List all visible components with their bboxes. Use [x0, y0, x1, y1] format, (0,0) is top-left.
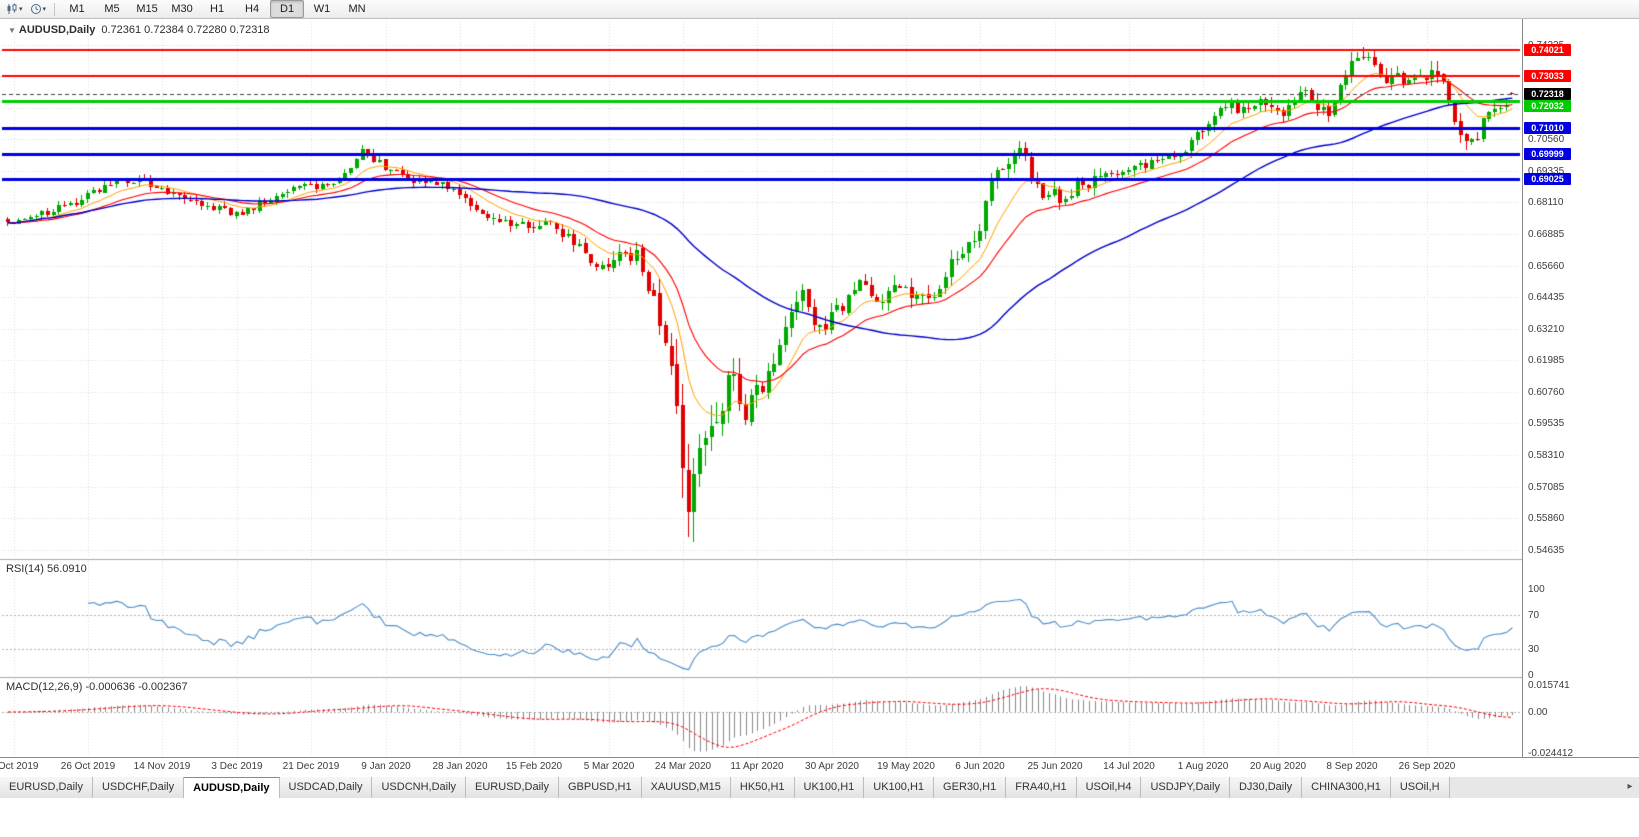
price-tick-label: 0.68110: [1528, 197, 1564, 208]
collapse-triangle-icon[interactable]: ▼: [8, 26, 16, 35]
chart-tabs-group: EURUSD,Daily USDCHF,Daily AUDUSD,Daily USDC…: [0, 777, 1450, 798]
time-tick-label: 14 Jul 2020: [1103, 761, 1155, 772]
hline-price-label[interactable]: 0.69025: [1524, 173, 1571, 185]
time-tick-label: 21 Dec 2019: [282, 761, 340, 772]
time-tick-label: 26 Sep 2020: [1398, 761, 1456, 772]
chart-tab-usoil-h[interactable]: USOil,H: [1390, 777, 1450, 798]
chart-tab-usdcnh-daily[interactable]: USDCNH,Daily: [372, 777, 467, 798]
rsi-indicator-label: RSI(14) 56.0910: [6, 563, 87, 575]
time-tick-label: 11 Apr 2020: [730, 761, 784, 772]
chart-window: ▼ AUDUSD,Daily 0.72361 0.72384 0.72280 0.7…: [0, 19, 1639, 777]
toolbar-separator: [54, 2, 56, 16]
chart-tab-uk100-h1[interactable]: UK100,H1: [794, 777, 865, 798]
chart-tab-eurusd-daily[interactable]: EURUSD,Daily: [466, 777, 559, 798]
price-tick-label: 0.66885: [1528, 229, 1565, 240]
time-tick-label: 3 Dec 2019: [211, 761, 263, 772]
time-tick-label: 1 Aug 2020: [1177, 761, 1229, 772]
chart-tab-usoil-h4[interactable]: USOil,H4: [1076, 777, 1142, 798]
price-tick-label: 0.65660: [1528, 261, 1565, 272]
time-tick-label: 15 Feb 2020: [505, 761, 563, 772]
candlestick-chart-icon: [7, 3, 17, 14]
timeframe-buttons-group: M1 M5 M15 M30 H1 H4 D1 W1 MN: [60, 0, 374, 18]
price-tick-label: 0.57085: [1528, 482, 1565, 493]
time-tick-label: 9 Jan 2020: [361, 761, 411, 772]
macd-indicator-label: MACD(12,26,9) -0.000636 -0.002367: [6, 681, 188, 693]
hline-price-label[interactable]: 0.69999: [1524, 148, 1571, 160]
rsi-level-label: 0: [1528, 670, 1534, 681]
time-tick-label: 30 Apr 2020: [805, 761, 859, 772]
timeframe-button-mn[interactable]: MN: [348, 3, 366, 15]
time-tick-label: 26 Oct 2019: [60, 761, 116, 772]
price-tick-label: 0.60760: [1528, 387, 1565, 398]
price-tick-label: 0.63210: [1528, 324, 1565, 335]
timeframe-button-m5[interactable]: M5: [104, 3, 120, 15]
timeframe-button-h4[interactable]: H4: [245, 3, 260, 15]
hline-price-label[interactable]: 0.71010: [1524, 122, 1571, 134]
chart-tab-xauusd-m15[interactable]: XAUUSD,M15: [641, 777, 731, 798]
chart-tab-usdchf-daily[interactable]: USDCHF,Daily: [92, 777, 185, 798]
price-chart-canvas[interactable]: [0, 19, 1522, 757]
tab-scroll-right-button[interactable]: ▸: [1627, 781, 1633, 792]
timeframe-button-w1[interactable]: W1: [313, 3, 331, 15]
chart-tab-fra40-h1[interactable]: FRA40,H1: [1006, 777, 1077, 798]
time-tick-label: 20 Aug 2020: [1249, 761, 1307, 772]
time-tick-label: 8 Sep 2020: [1326, 761, 1378, 772]
chart-tab-gbpusd-h1[interactable]: GBPUSD,H1: [559, 777, 642, 798]
rsi-level-label: 30: [1528, 644, 1540, 655]
chart-tab-usdjpy-daily[interactable]: USDJPY,Daily: [1141, 777, 1230, 798]
chart-tab-eurusd-daily[interactable]: EURUSD,Daily: [0, 777, 93, 798]
status-area: [0, 798, 1639, 837]
macd-scale-label: -0.024412: [1528, 748, 1574, 759]
macd-scale-label: 0.00: [1528, 707, 1548, 718]
price-tick-label: 0.69335: [1528, 166, 1565, 177]
chevron-down-icon: ▾: [42, 5, 47, 13]
clock-icon: [30, 4, 41, 14]
time-tick-label: 8 Oct 2019: [0, 761, 39, 772]
timeframe-button-m30[interactable]: M30: [171, 3, 193, 15]
chart-type-button[interactable]: ▾: [3, 1, 26, 17]
hline-price-label[interactable]: 0.74021: [1524, 44, 1571, 56]
timeframes-menu-button[interactable]: ▾: [27, 1, 50, 17]
price-tick-label: 0.55860: [1528, 513, 1565, 524]
ohlc-values: 0.72361 0.72384 0.72280 0.72318: [101, 24, 270, 36]
chart-tab-dj30-daily[interactable]: DJ30,Daily: [1229, 777, 1303, 798]
timeframe-button-m15[interactable]: M15: [136, 3, 158, 15]
chart-tab-bar: EURUSD,Daily USDCHF,Daily AUDUSD,Daily USDC…: [0, 776, 1639, 798]
price-tick-label: 0.64435: [1528, 292, 1565, 303]
time-tick-label: 24 Mar 2020: [654, 761, 712, 772]
macd-scale-label: 0.015741: [1528, 680, 1570, 691]
price-tick-label: 0.70560: [1528, 134, 1565, 145]
chart-tab-usdcad-daily[interactable]: USDCAD,Daily: [279, 777, 373, 798]
price-axis[interactable]: 0.742350.730100.717850.705600.693350.681…: [1522, 19, 1639, 759]
timeframe-button-m1[interactable]: M1: [69, 3, 85, 15]
chart-tab-china300-h1[interactable]: CHINA300,H1: [1302, 777, 1391, 798]
chart-tab-uk100-h1[interactable]: UK100,H1: [864, 777, 935, 798]
time-axis[interactable]: 8 Oct 2019 26 Oct 2019 14 Nov 2019 3 Dec 20…: [0, 757, 1639, 777]
price-tick-label: 0.54635: [1528, 545, 1565, 556]
timeframe-button-h1[interactable]: H1: [210, 3, 225, 15]
bid-price-label: 0.72318: [1524, 88, 1571, 100]
timeframe-toolbar: ▾ ▾ M1 M5 M15 M30 H1 H4 D1 W1 MN: [0, 0, 1639, 19]
time-tick-label: 19 May 2020: [877, 761, 935, 772]
hline-price-label[interactable]: 0.73033: [1524, 70, 1571, 82]
time-tick-label: 14 Nov 2019: [133, 761, 191, 772]
rsi-level-label: 70: [1528, 610, 1540, 621]
price-tick-label: 0.61985: [1528, 355, 1565, 366]
time-tick-label: 5 Mar 2020: [583, 761, 635, 772]
timeframe-button-d1[interactable]: D1: [270, 0, 305, 18]
rsi-level-label: 100: [1528, 584, 1545, 595]
symbol-timeframe-label: AUDUSD,Daily: [18, 24, 96, 36]
chart-tab-hk50-h1[interactable]: HK50,H1: [730, 777, 795, 798]
time-tick-label: 6 Jun 2020: [955, 761, 1005, 772]
time-tick-label: 25 Jun 2020: [1027, 761, 1083, 772]
chart-tab-ger30-h1[interactable]: GER30,H1: [934, 777, 1007, 798]
hline-price-label[interactable]: 0.72032: [1524, 100, 1571, 112]
chart-tab-audusd-daily[interactable]: AUDUSD,Daily: [184, 777, 280, 798]
price-tick-label: 0.58310: [1528, 450, 1565, 461]
chevron-down-icon: ▾: [19, 5, 23, 13]
chart-title: ▼ AUDUSD,Daily 0.72361 0.72384 0.72280 0.7…: [8, 24, 270, 36]
price-tick-label: 0.59535: [1528, 418, 1565, 429]
time-tick-label: 28 Jan 2020: [432, 761, 488, 772]
